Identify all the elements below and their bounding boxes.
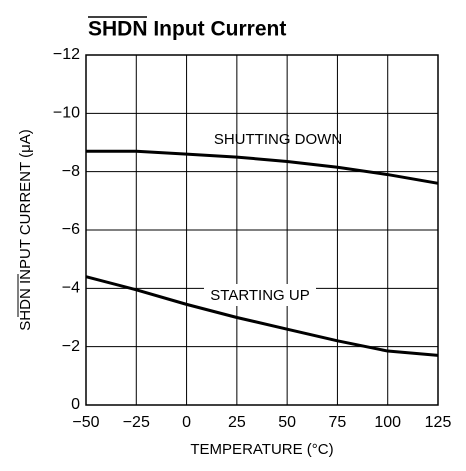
chart-title: SHDN Input Current <box>88 18 286 41</box>
y-tick-label: −6 <box>62 221 80 238</box>
label-background <box>204 284 316 306</box>
y-axis-label: SHDN INPUT CURRENT (μA) <box>17 129 34 330</box>
x-tick-label: 100 <box>374 414 401 431</box>
y-tick-label: −4 <box>62 280 80 297</box>
plot-frame <box>85 54 439 406</box>
series-line <box>85 275 439 357</box>
x-tick-label: 50 <box>278 414 296 431</box>
x-axis-label: TEMPERATURE (°C) <box>190 441 333 458</box>
series-line <box>86 149 439 185</box>
series-label: STARTING UP <box>210 287 309 304</box>
y-tick-label: −10 <box>53 105 80 122</box>
y-tick-label: 0 <box>71 396 80 413</box>
y-tick-label: −8 <box>62 163 80 180</box>
x-tick-label: 125 <box>425 414 452 431</box>
x-tick-label: 75 <box>329 414 347 431</box>
x-tick-label: −50 <box>72 414 99 431</box>
x-tick-label: 0 <box>182 414 191 431</box>
x-tick-label: −25 <box>123 414 150 431</box>
y-tick-label: −12 <box>53 46 80 63</box>
x-tick-label: 25 <box>228 414 246 431</box>
series-label: SHUTTING DOWN <box>214 131 342 148</box>
y-tick-label: −2 <box>62 338 80 355</box>
